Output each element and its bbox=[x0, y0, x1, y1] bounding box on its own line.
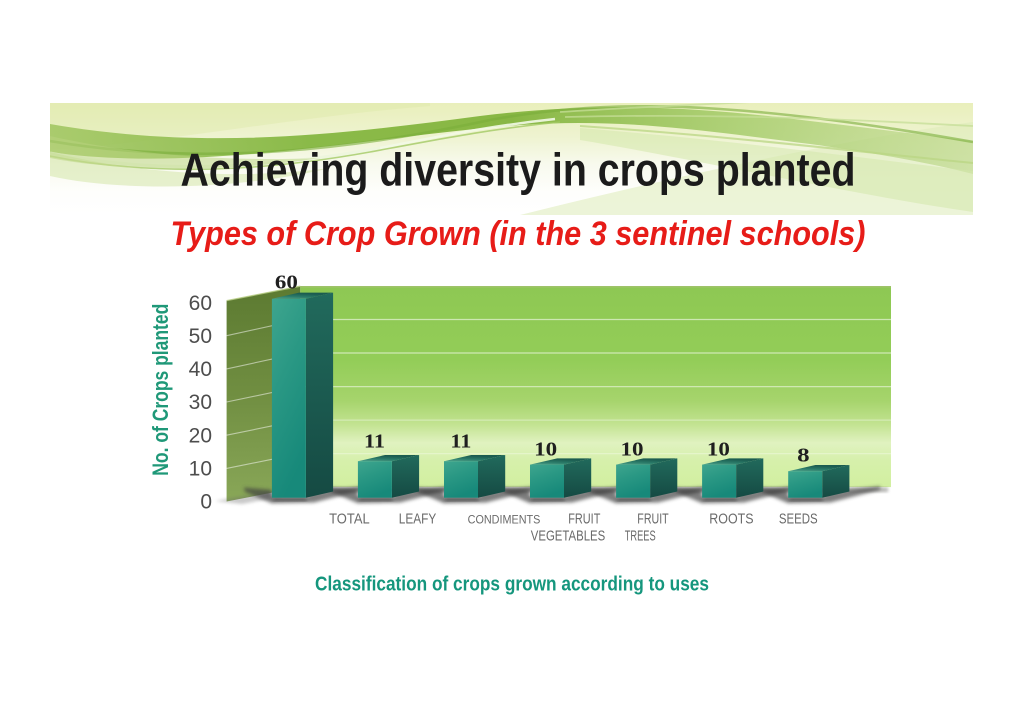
svg-text:No. of Crops planted: No. of Crops planted bbox=[148, 304, 173, 476]
svg-text:Types of Crop Grown (in the 3: Types of Crop Grown (in the 3 sentinel s… bbox=[171, 215, 866, 253]
svg-text:60: 60 bbox=[275, 272, 298, 294]
svg-text:CONDIMENTS: CONDIMENTS bbox=[468, 512, 541, 526]
svg-text:10: 10 bbox=[534, 439, 557, 461]
svg-text:40: 40 bbox=[189, 358, 212, 381]
svg-text:10: 10 bbox=[621, 439, 644, 461]
svg-text:ROOTS: ROOTS bbox=[709, 511, 753, 527]
svg-text:60: 60 bbox=[189, 292, 212, 315]
svg-text:SEEDS: SEEDS bbox=[779, 511, 818, 527]
svg-text:11: 11 bbox=[364, 430, 385, 452]
svg-text:11: 11 bbox=[450, 430, 471, 452]
svg-text:20: 20 bbox=[189, 424, 212, 447]
svg-text:10: 10 bbox=[189, 458, 212, 481]
svg-text:Achieving diversity in crops p: Achieving diversity in crops planted bbox=[181, 143, 856, 195]
svg-text:VEGETABLES: VEGETABLES bbox=[531, 528, 606, 544]
svg-text:TOTAL: TOTAL bbox=[329, 511, 370, 527]
svg-text:10: 10 bbox=[707, 439, 730, 461]
svg-text:FRUIT: FRUIT bbox=[568, 511, 600, 527]
svg-text:30: 30 bbox=[189, 391, 212, 414]
svg-text:FRUIT: FRUIT bbox=[637, 511, 669, 527]
svg-text:TREES: TREES bbox=[625, 528, 656, 544]
svg-text:0: 0 bbox=[200, 491, 212, 514]
svg-text:Classification of crops grown: Classification of crops grown according … bbox=[315, 574, 709, 596]
svg-text:8: 8 bbox=[797, 445, 810, 467]
svg-text:50: 50 bbox=[189, 325, 212, 348]
svg-text:LEAFY: LEAFY bbox=[399, 511, 437, 527]
